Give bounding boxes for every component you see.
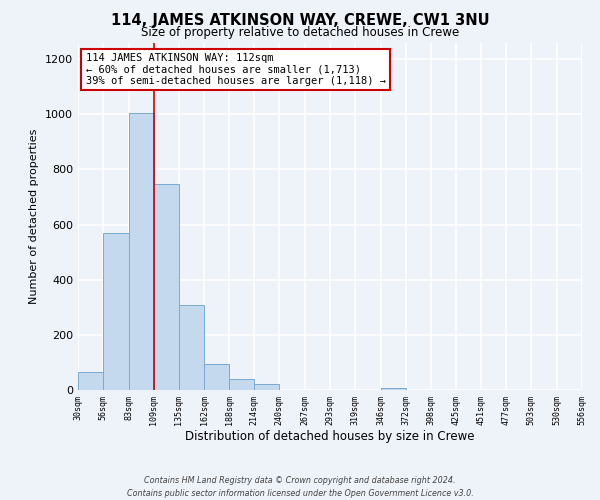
Bar	[103, 233, 129, 390]
Text: 114 JAMES ATKINSON WAY: 112sqm
← 60% of detached houses are smaller (1,713)
39% : 114 JAMES ATKINSON WAY: 112sqm ← 60% of …	[86, 53, 386, 86]
Text: Size of property relative to detached houses in Crewe: Size of property relative to detached ho…	[141, 26, 459, 39]
Bar	[254, 384, 279, 390]
X-axis label: Distribution of detached houses by size in Crewe: Distribution of detached houses by size …	[185, 430, 475, 444]
Text: Contains HM Land Registry data © Crown copyright and database right 2024.
Contai: Contains HM Land Registry data © Crown c…	[127, 476, 473, 498]
Y-axis label: Number of detached properties: Number of detached properties	[29, 128, 40, 304]
Text: 114, JAMES ATKINSON WAY, CREWE, CW1 3NU: 114, JAMES ATKINSON WAY, CREWE, CW1 3NU	[110, 12, 490, 28]
Bar	[179, 304, 205, 390]
Bar	[229, 379, 254, 390]
Bar	[154, 184, 179, 390]
Bar	[129, 113, 154, 390]
Bar	[78, 372, 103, 390]
Bar	[381, 388, 406, 390]
Bar	[205, 364, 229, 390]
